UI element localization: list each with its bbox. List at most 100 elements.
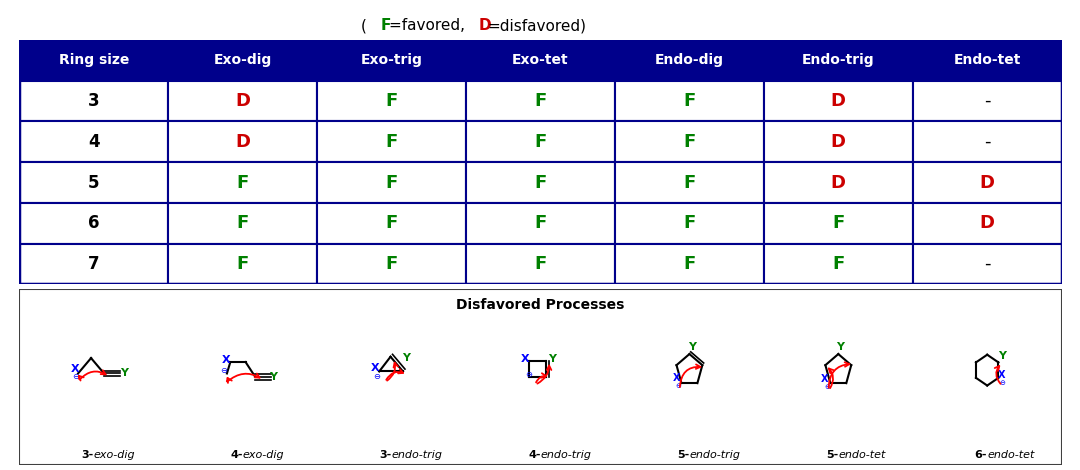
Text: F: F — [535, 92, 546, 110]
Text: 4-: 4- — [528, 450, 540, 460]
Bar — [168, 203, 318, 243]
Text: D: D — [831, 92, 846, 110]
Text: -: - — [984, 255, 990, 273]
Text: X: X — [370, 363, 379, 373]
Text: 6: 6 — [89, 214, 99, 232]
Text: F: F — [535, 173, 546, 191]
Bar — [168, 121, 318, 162]
Bar — [913, 81, 1062, 121]
Bar — [764, 203, 913, 243]
Text: 3-: 3- — [82, 450, 94, 460]
Bar — [19, 243, 168, 284]
Text: F: F — [535, 255, 546, 273]
Bar — [467, 162, 615, 203]
Text: (: ( — [361, 18, 366, 33]
Text: F: F — [386, 92, 397, 110]
Text: D: D — [478, 18, 491, 33]
Text: D: D — [980, 214, 995, 232]
Bar — [318, 203, 467, 243]
Bar — [913, 203, 1062, 243]
Text: F: F — [833, 255, 845, 273]
Text: F: F — [386, 173, 397, 191]
Text: Disfavored Processes: Disfavored Processes — [457, 298, 624, 312]
Text: F: F — [684, 92, 696, 110]
Text: F: F — [237, 255, 248, 273]
Bar — [467, 203, 615, 243]
Text: F: F — [386, 255, 397, 273]
Text: =disfavored): =disfavored) — [487, 18, 586, 33]
Text: Y: Y — [402, 353, 409, 363]
Text: 3: 3 — [89, 92, 99, 110]
Text: endo-trig: endo-trig — [540, 450, 592, 460]
Text: F: F — [833, 214, 845, 232]
Text: X: X — [821, 374, 828, 384]
Text: F: F — [535, 133, 546, 151]
Bar — [764, 40, 913, 81]
Text: Ring size: Ring size — [58, 53, 130, 67]
Bar — [615, 121, 764, 162]
Bar — [19, 81, 168, 121]
Bar — [168, 81, 318, 121]
Bar — [913, 121, 1062, 162]
Bar — [764, 162, 913, 203]
Text: ⊖: ⊖ — [373, 372, 380, 381]
Text: D: D — [980, 173, 995, 191]
Bar — [168, 162, 318, 203]
Text: F: F — [386, 133, 397, 151]
Text: Endo-dig: Endo-dig — [654, 53, 724, 67]
Text: ⊖: ⊖ — [999, 379, 1005, 385]
Text: 3-: 3- — [379, 450, 392, 460]
Text: F: F — [684, 133, 696, 151]
Text: X: X — [70, 364, 79, 374]
Bar — [19, 203, 168, 243]
Bar — [764, 121, 913, 162]
Text: F: F — [535, 214, 546, 232]
Text: 5-: 5- — [826, 450, 838, 460]
Text: -: - — [984, 92, 990, 110]
Bar — [764, 81, 913, 121]
Bar — [19, 40, 168, 81]
Text: F: F — [237, 214, 248, 232]
Text: Exo-trig: Exo-trig — [361, 53, 422, 67]
Text: Endo-tet: Endo-tet — [954, 53, 1021, 67]
Text: Y: Y — [998, 351, 1005, 361]
Text: Y: Y — [548, 354, 556, 364]
Bar — [913, 243, 1062, 284]
Text: Y: Y — [120, 368, 127, 378]
Text: Endo-trig: Endo-trig — [802, 53, 875, 67]
Bar — [615, 40, 764, 81]
Text: F: F — [386, 214, 397, 232]
Bar — [467, 40, 615, 81]
Bar — [615, 203, 764, 243]
Text: X: X — [673, 373, 680, 383]
Text: ⊖: ⊖ — [526, 370, 532, 379]
Text: D: D — [235, 133, 251, 151]
Bar — [318, 40, 467, 81]
Bar — [467, 243, 615, 284]
Bar — [615, 162, 764, 203]
Text: exo-dig: exo-dig — [94, 450, 135, 460]
Bar — [467, 81, 615, 121]
Bar — [168, 40, 318, 81]
Text: 5: 5 — [89, 173, 99, 191]
Bar — [615, 81, 764, 121]
Text: F: F — [684, 173, 696, 191]
Bar — [168, 243, 318, 284]
Text: -: - — [984, 133, 990, 151]
Bar — [318, 162, 467, 203]
Text: ⊖: ⊖ — [220, 366, 227, 375]
Bar — [19, 121, 168, 162]
Text: F: F — [380, 18, 391, 33]
Bar — [467, 121, 615, 162]
Text: X: X — [521, 354, 529, 364]
Bar — [19, 162, 168, 203]
Text: Y: Y — [269, 373, 278, 383]
Text: F: F — [684, 255, 696, 273]
Text: 6-: 6- — [974, 450, 987, 460]
Text: F: F — [684, 214, 696, 232]
Text: Exo-dig: Exo-dig — [214, 53, 272, 67]
Text: Y: Y — [836, 342, 843, 352]
Text: 4-: 4- — [230, 450, 243, 460]
Bar — [318, 243, 467, 284]
Text: endo-tet: endo-tet — [987, 450, 1035, 460]
